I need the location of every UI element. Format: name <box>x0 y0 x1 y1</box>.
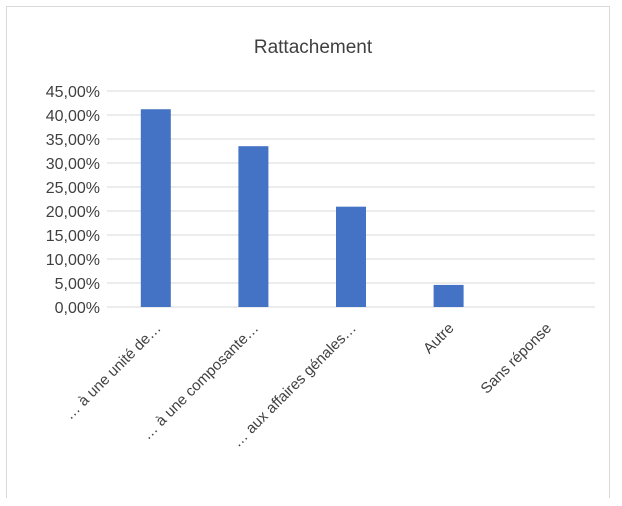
y-tick-label: 0,00% <box>55 300 100 317</box>
bar <box>238 146 269 307</box>
x-tick-label: Sans réponse <box>478 320 555 397</box>
y-tick-label: 25,00% <box>46 180 100 197</box>
y-tick-label: 15,00% <box>46 228 100 245</box>
bar <box>140 109 171 308</box>
y-tick-label: 45,00% <box>46 84 100 101</box>
y-tick-label: 5,00% <box>55 276 100 293</box>
bar <box>433 284 464 307</box>
y-tick-label: 30,00% <box>46 156 100 173</box>
y-tick-label: 40,00% <box>46 108 100 125</box>
chart-frame <box>6 6 610 498</box>
x-tick-label: Autre <box>420 320 457 357</box>
y-tick-label: 20,00% <box>46 204 100 221</box>
chart-title: Rattachement <box>254 37 373 58</box>
x-axis-labels: … à une unité de…… à une composante…… au… <box>61 320 555 451</box>
bars <box>140 109 464 308</box>
y-tick-label: 35,00% <box>46 132 100 149</box>
y-axis-ticks: 0,00% 5,00% 10,00% 15,00% 20,00% 25,00% 30,00%… <box>46 84 100 317</box>
bar <box>336 206 366 307</box>
y-tick-label: 10,00% <box>46 252 100 269</box>
x-tick-label: … à une unité de… <box>61 320 164 423</box>
